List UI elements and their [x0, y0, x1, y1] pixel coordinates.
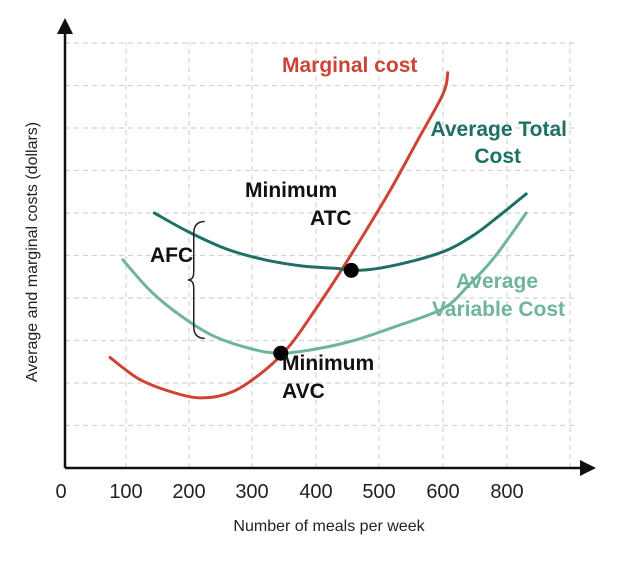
afc-bracket-line	[187, 220, 205, 340]
x-tick-label: 100	[109, 481, 142, 503]
afc-bracket: AFC	[150, 220, 205, 340]
x-axis-title: Number of meals per week	[233, 518, 425, 535]
min-atc-label-line1: Minimum	[245, 179, 337, 202]
x-tick-label: 800	[490, 481, 523, 503]
average-total-cost-curve	[152, 192, 528, 272]
grid	[65, 42, 575, 468]
x-tick-label: 300	[235, 481, 268, 503]
min-avc-label-line2: AVC	[282, 380, 325, 403]
x-tick-label: 600	[426, 481, 459, 503]
atc-label-line2: Cost	[474, 145, 521, 168]
x-tick-label: 200	[172, 481, 205, 503]
x-tick-labels: 0 100 200 300 400 500 600 800	[55, 481, 523, 503]
min-points	[273, 262, 359, 361]
y-axis-title: Average and marginal costs (dollars)	[24, 122, 41, 382]
avc-label-line2: Variable Cost	[432, 298, 565, 321]
x-tick-label: 400	[299, 481, 332, 503]
marginal-cost-label: Marginal cost	[282, 54, 417, 77]
min-avc-label-line1: Minimum	[282, 352, 374, 375]
x-axis-arrow	[580, 460, 596, 476]
x-tick-label: 500	[362, 481, 395, 503]
avc-label-line1: Average	[456, 270, 538, 293]
afc-label: AFC	[150, 244, 193, 267]
min-atc-label-line2: ATC	[310, 207, 352, 230]
min-atc-point	[343, 262, 359, 278]
average-variable-cost-curve	[121, 211, 528, 355]
atc-label-line1: Average Total	[430, 118, 567, 141]
axes	[57, 18, 596, 476]
y-axis-arrow	[57, 18, 73, 34]
marginal-cost-curve	[108, 71, 450, 400]
min-avc-point	[273, 345, 289, 361]
x-origin-label: 0	[55, 481, 66, 503]
